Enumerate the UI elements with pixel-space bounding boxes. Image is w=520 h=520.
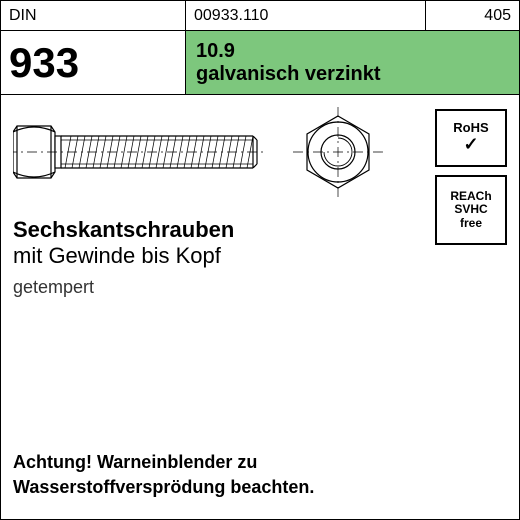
reach-line3: free bbox=[460, 217, 482, 230]
rohs-label: RoHS bbox=[453, 121, 488, 135]
header-right-number: 405 bbox=[426, 1, 519, 30]
product-title-line2: mit Gewinde bis Kopf bbox=[13, 243, 507, 269]
product-subtitle: getempert bbox=[13, 277, 507, 298]
warning-line2: Wasserstoffversprödung beachten. bbox=[13, 475, 314, 499]
din-number: 933 bbox=[1, 31, 186, 94]
spec-row: 933 10.9 galvanisch verzinkt bbox=[1, 31, 519, 95]
bolt-side-view-icon bbox=[13, 112, 263, 192]
product-title-line1: Sechskantschrauben bbox=[13, 217, 507, 243]
technical-drawing bbox=[13, 107, 507, 197]
header-standard: DIN bbox=[1, 1, 186, 30]
strength-class: 10.9 bbox=[196, 40, 519, 63]
reach-line2: SVHC bbox=[454, 203, 487, 216]
coating: galvanisch verzinkt bbox=[196, 63, 519, 86]
header-code: 00933.110 bbox=[186, 1, 426, 30]
product-title-block: Sechskantschrauben mit Gewinde bis Kopf … bbox=[13, 217, 507, 298]
spec-sheet: DIN 00933.110 405 933 10.9 galvanisch ve… bbox=[0, 0, 520, 520]
compliance-badges: RoHS ✓ REACh SVHC free bbox=[435, 109, 507, 245]
spec-right: 10.9 galvanisch verzinkt bbox=[186, 31, 519, 94]
warning-line1: Achtung! Warneinblender zu bbox=[13, 450, 314, 474]
warning-text: Achtung! Warneinblender zu Wasserstoffve… bbox=[13, 450, 314, 499]
header-row: DIN 00933.110 405 bbox=[1, 1, 519, 31]
reach-badge: REACh SVHC free bbox=[435, 175, 507, 245]
check-icon: ✓ bbox=[463, 135, 478, 155]
rohs-badge: RoHS ✓ bbox=[435, 109, 507, 167]
bolt-hex-view-icon bbox=[293, 107, 383, 197]
